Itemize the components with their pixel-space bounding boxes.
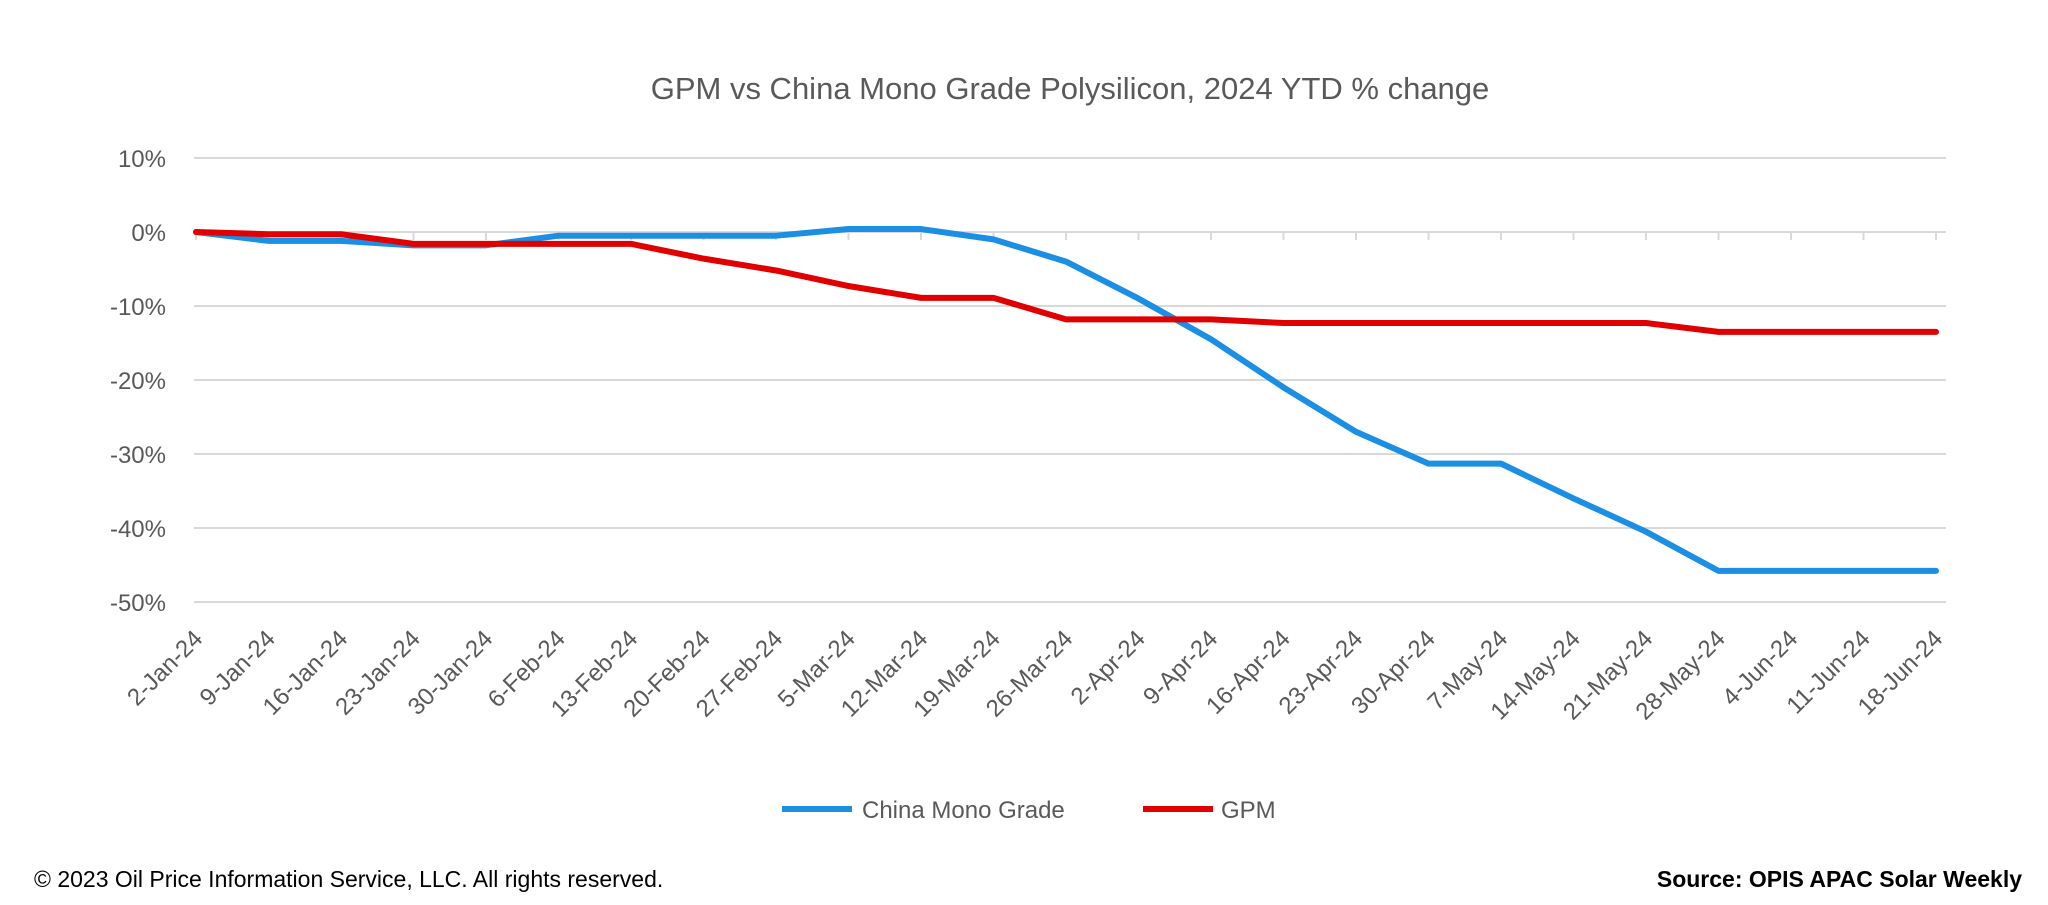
y-tick-label: -50%: [110, 590, 166, 617]
copyright-notice: © 2023 Oil Price Information Service, LL…: [34, 866, 664, 892]
chart-title: GPM vs China Mono Grade Polysilicon, 202…: [651, 71, 1490, 106]
y-tick-label: -40%: [110, 516, 166, 543]
x-tick-label: 2-Apr-24: [1066, 625, 1151, 710]
x-tick-label: 2-Jan-24: [122, 625, 208, 711]
y-tick-label: -10%: [110, 294, 166, 321]
legend-label: GPM: [1221, 797, 1276, 824]
series-line-china-mono-grade: [193, 226, 1939, 574]
y-tick-label: 10%: [118, 146, 166, 173]
source-note: Source: OPIS APAC Solar Weekly: [1656, 866, 2022, 892]
y-tick-label: -30%: [110, 442, 166, 469]
y-tick-label: 0%: [131, 220, 166, 247]
series-line-gpm: [193, 229, 1939, 335]
legend-label: China Mono Grade: [862, 797, 1065, 824]
y-tick-label: -20%: [110, 368, 166, 395]
